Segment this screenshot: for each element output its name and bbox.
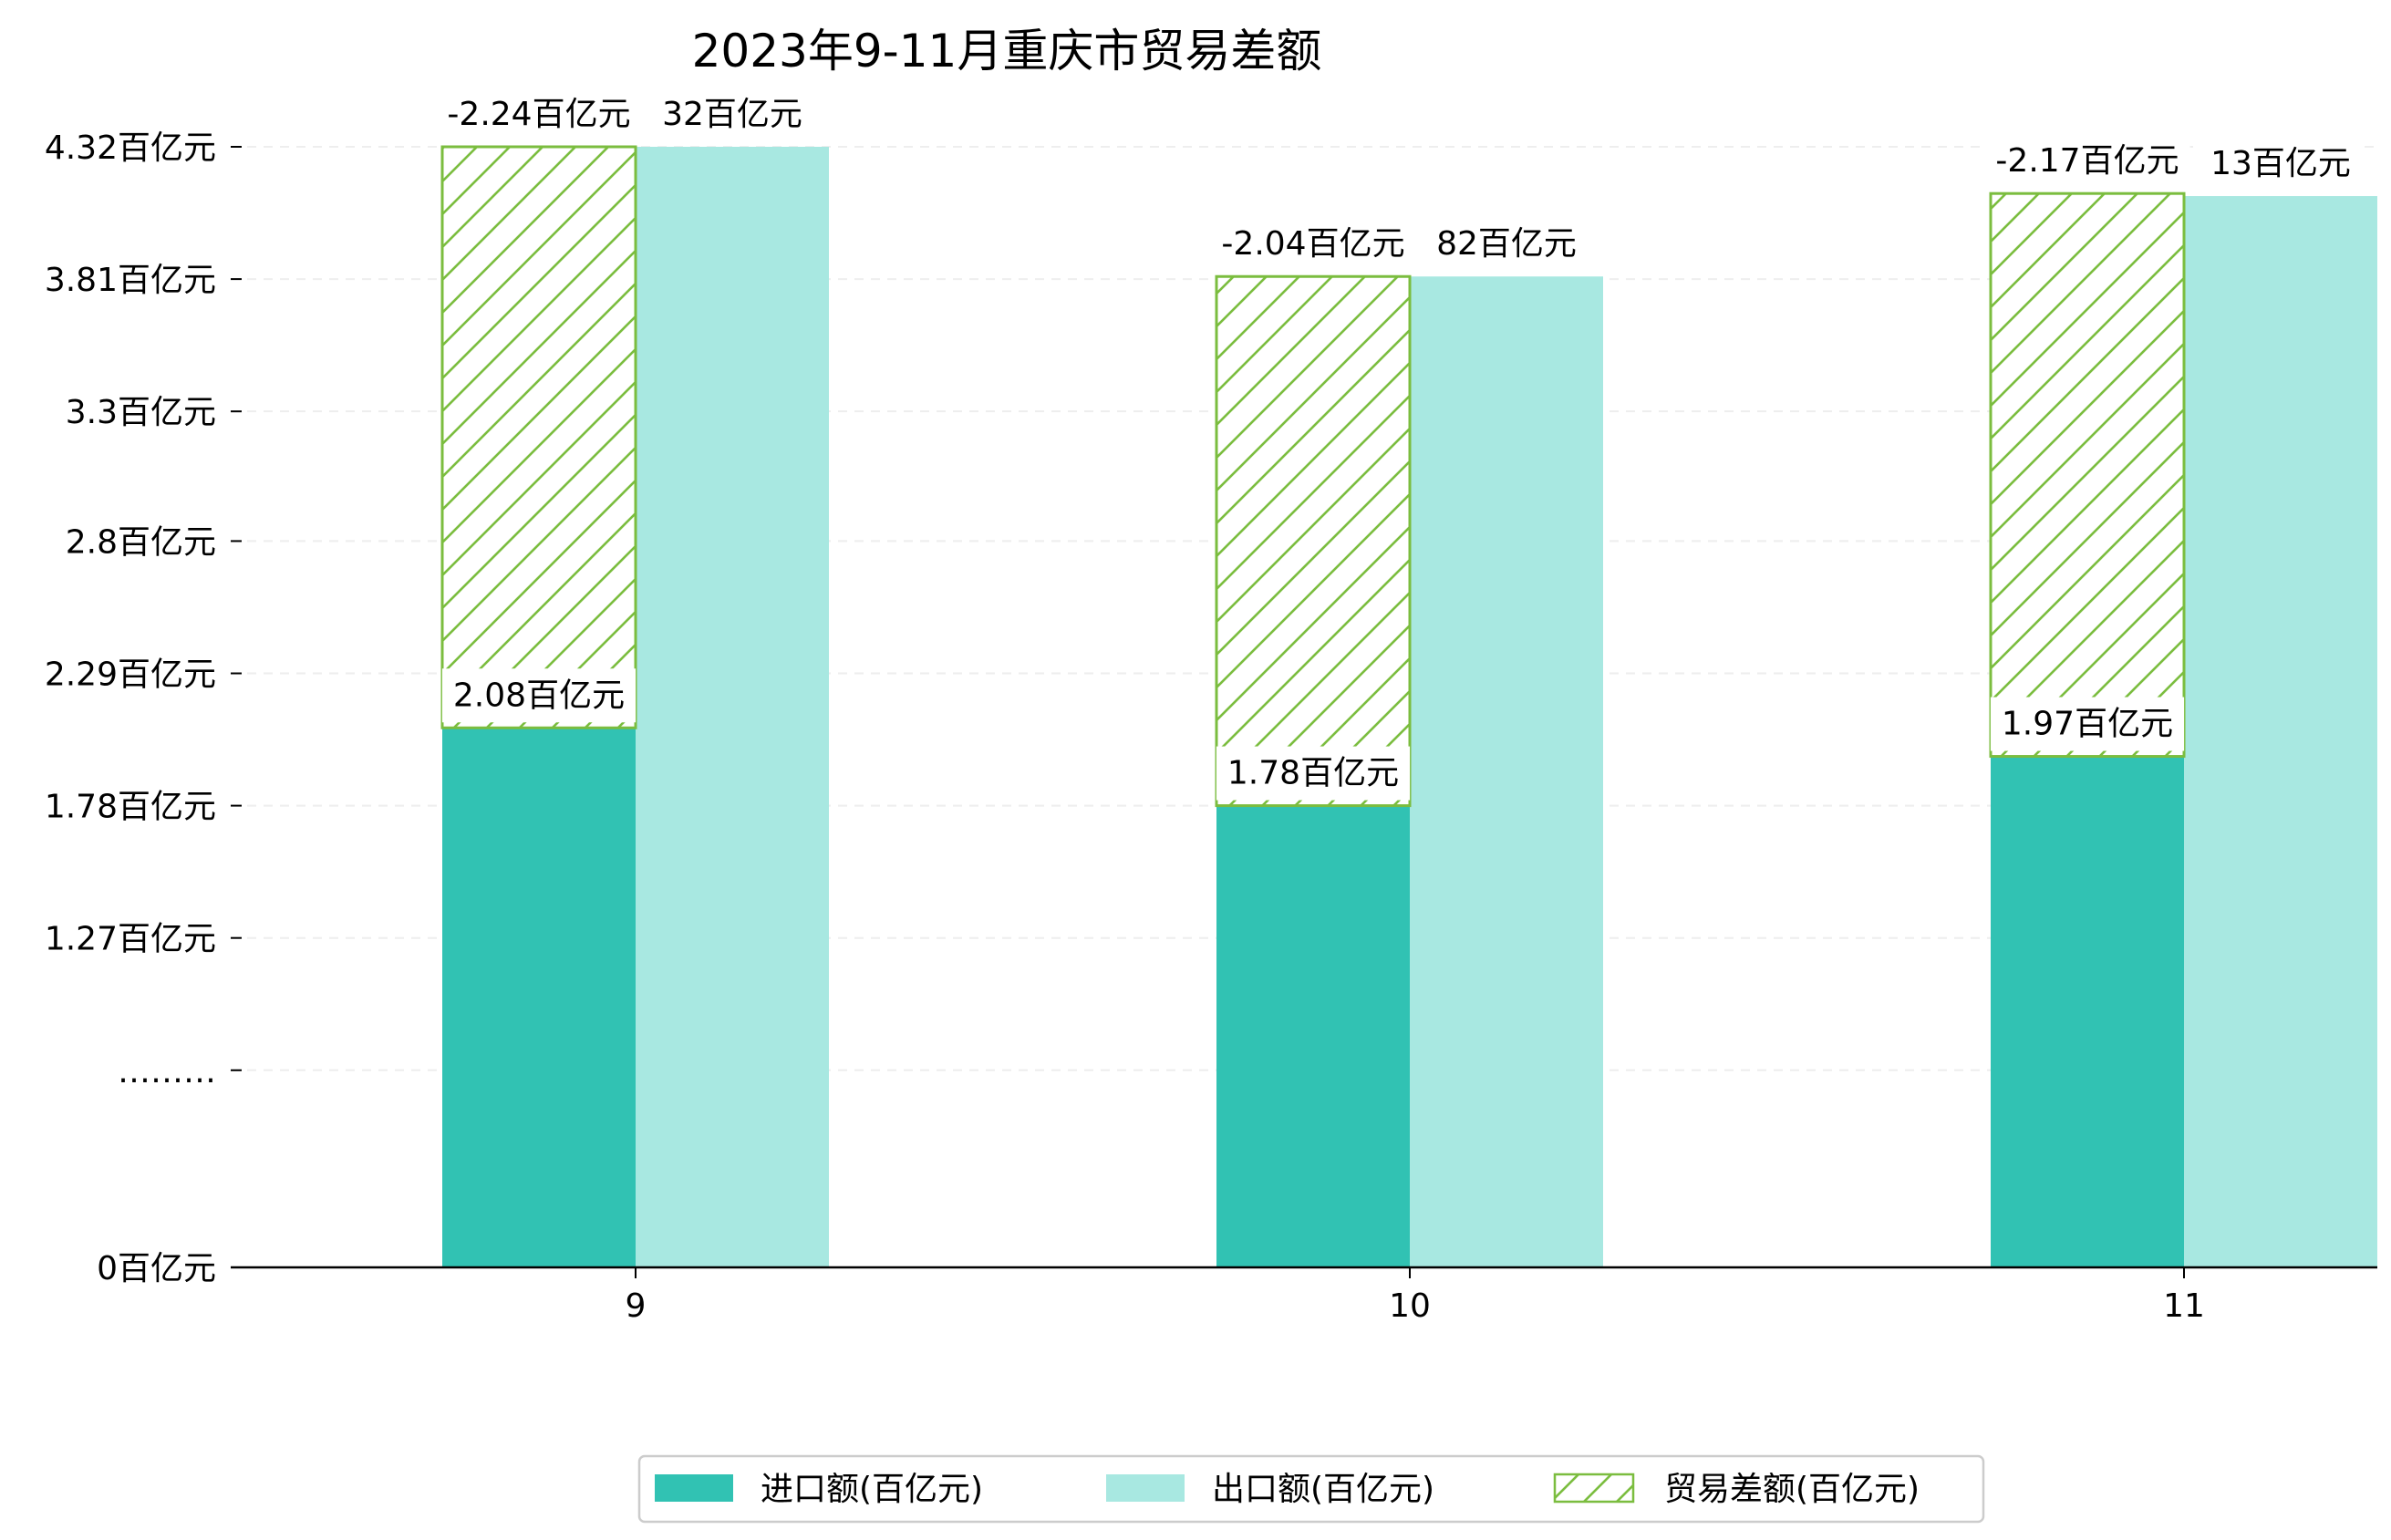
x-tick-label: 10 (1389, 1287, 1431, 1325)
data-label-group: 13百亿元 (2200, 137, 2362, 191)
legend-swatch-export (1106, 1474, 1185, 1502)
data-label-background (1990, 697, 2185, 751)
y-tick-label: 4.32百亿元 (45, 129, 216, 167)
data-label-background (1216, 746, 1411, 801)
legend-label-import: 进口额(百亿元) (761, 1471, 983, 1508)
y-tick-label: 0百亿元 (97, 1250, 216, 1287)
bar-import (442, 728, 636, 1267)
data-label-background (1984, 134, 2190, 189)
data-label-group: -2.17百亿元 (1984, 134, 2190, 189)
bar-export (1410, 276, 1603, 1267)
y-axis: 0百亿元 ……… 1.27百亿元 1.78百亿元 2.29百亿元 2.8百亿元 3.3百亿元… (45, 129, 242, 1287)
data-labels: -2.24百亿元 32百亿元 2.08百亿元 -2.04百亿元 82百亿元 1.78百亿元… (436, 88, 2362, 801)
bar-import (1216, 805, 1410, 1267)
data-label: 1.78百亿元 (1227, 755, 1399, 792)
data-label: -2.24百亿元 (447, 96, 630, 133)
bar-trade-balance (1989, 191, 2186, 759)
x-tick-label: 9 (626, 1287, 647, 1325)
legend-label-balance: 贸易差额(百亿元) (1664, 1471, 1920, 1508)
data-label-group: -2.24百亿元 (436, 88, 642, 141)
data-label-group: 1.78百亿元 (1216, 746, 1411, 801)
chart-title: 2023年9-11月重庆市贸易差额 (692, 25, 1322, 78)
bar-export (2184, 196, 2377, 1268)
y-tick-label: 1.78百亿元 (45, 789, 216, 826)
data-label: -2.04百亿元 (1221, 225, 1404, 263)
data-label-group: -2.04百亿元 (1210, 217, 1416, 272)
x-tick-label: 11 (2163, 1287, 2205, 1325)
data-label: 13百亿元 (2210, 145, 2351, 182)
data-label-background (1210, 217, 1416, 272)
data-label-background (441, 668, 637, 723)
bar-import (1991, 756, 2184, 1267)
legend: 进口额(百亿元) 出口额(百亿元) 贸易差额(百亿元) (637, 1454, 1985, 1524)
data-label-background (1425, 217, 1588, 272)
bar-export (636, 147, 829, 1267)
data-label: 2.08百亿元 (453, 677, 625, 714)
legend-label-export: 出口额(百亿元) (1212, 1471, 1434, 1508)
x-axis: 9 10 11 (626, 1267, 2205, 1325)
y-tick-label: 2.29百亿元 (45, 656, 216, 694)
data-label-group: 2.08百亿元 (441, 668, 637, 723)
data-label-group: 82百亿元 (1425, 217, 1588, 272)
legend-frame (637, 1454, 1985, 1524)
legend-swatch-import (655, 1474, 733, 1502)
y-tick-label: 2.8百亿元 (66, 523, 216, 561)
y-tick-label: 3.3百亿元 (66, 394, 216, 431)
data-label-background (436, 88, 642, 141)
y-tick-label: ……… (118, 1053, 216, 1090)
y-tick-label: 3.81百亿元 (45, 262, 216, 299)
y-tick-label: 1.27百亿元 (45, 921, 216, 958)
data-label: 32百亿元 (662, 96, 802, 133)
legend-swatch-balance (1553, 1473, 1635, 1504)
bars (440, 145, 2377, 1268)
data-label-background (2200, 137, 2362, 191)
data-label: 1.97百亿元 (2002, 706, 2173, 743)
bar-trade-balance (440, 145, 637, 729)
data-label: -2.17百亿元 (1995, 142, 2179, 180)
data-label-background (651, 88, 813, 141)
data-label-group: 32百亿元 (651, 88, 813, 141)
bar-trade-balance (1215, 274, 1412, 808)
data-label: 82百亿元 (1436, 225, 1577, 263)
data-label-group: 1.97百亿元 (1990, 697, 2185, 751)
